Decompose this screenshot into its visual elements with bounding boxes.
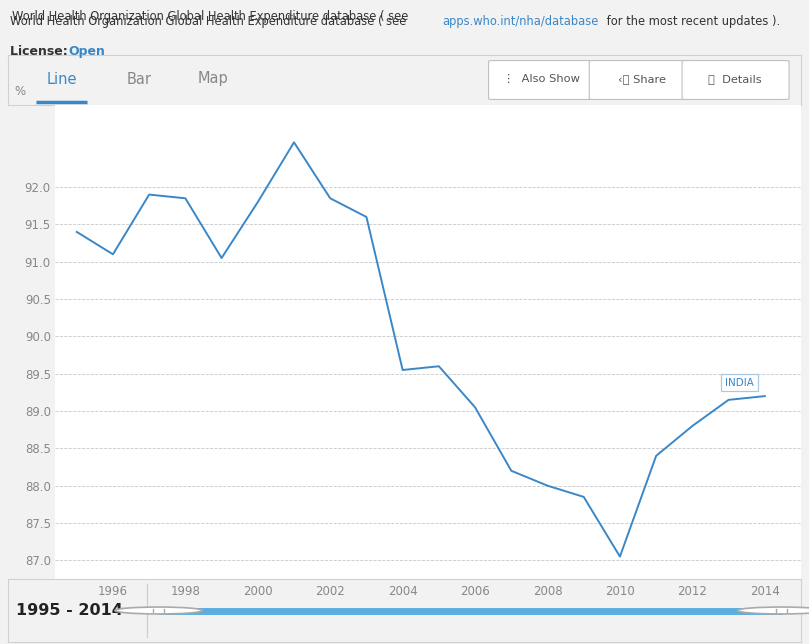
Circle shape <box>738 607 809 614</box>
Text: %: % <box>14 85 25 98</box>
Text: 1995 - 2014: 1995 - 2014 <box>16 603 123 618</box>
FancyBboxPatch shape <box>589 61 697 100</box>
Text: World Health Organization Global Health Expenditure database ( see: World Health Organization Global Health … <box>12 10 412 23</box>
Text: INDIA: INDIA <box>725 377 754 388</box>
Circle shape <box>115 607 202 614</box>
FancyBboxPatch shape <box>682 61 789 100</box>
Text: License:: License: <box>10 45 72 58</box>
Text: Line: Line <box>47 71 77 86</box>
FancyBboxPatch shape <box>489 61 595 100</box>
Text: ⓘ  Details: ⓘ Details <box>709 74 762 84</box>
Text: ‹･ Share: ‹･ Share <box>618 74 667 84</box>
Text: ⋮  Also Show: ⋮ Also Show <box>503 74 580 84</box>
Text: Open: Open <box>68 45 105 58</box>
Text: World Health Organization Global Health Expenditure database ( see: World Health Organization Global Health … <box>10 15 409 28</box>
Text: Bar: Bar <box>126 71 151 86</box>
Text: apps.who.int/nha/database: apps.who.int/nha/database <box>443 15 599 28</box>
Text: for the most recent updates ).: for the most recent updates ). <box>603 15 780 28</box>
Text: Map: Map <box>197 71 228 86</box>
